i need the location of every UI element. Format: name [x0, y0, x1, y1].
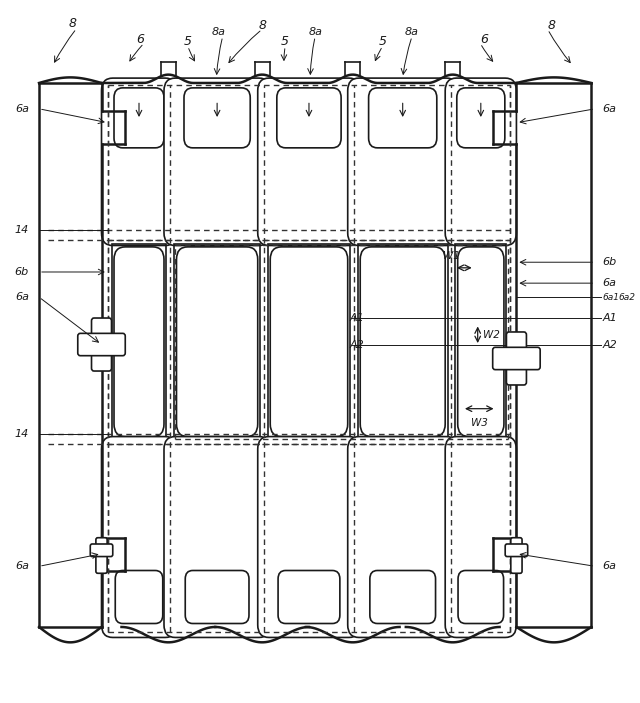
Text: 6a: 6a: [15, 561, 29, 572]
FancyBboxPatch shape: [458, 247, 504, 437]
Text: W3: W3: [470, 418, 488, 427]
FancyBboxPatch shape: [360, 247, 445, 437]
FancyBboxPatch shape: [370, 571, 436, 624]
Text: 14: 14: [15, 429, 29, 439]
Text: 6a: 6a: [603, 104, 617, 114]
Text: 14: 14: [15, 225, 29, 235]
FancyBboxPatch shape: [92, 318, 111, 371]
FancyBboxPatch shape: [506, 332, 527, 385]
FancyBboxPatch shape: [90, 544, 113, 557]
FancyBboxPatch shape: [258, 437, 360, 638]
Text: 6a: 6a: [15, 292, 29, 302]
FancyBboxPatch shape: [164, 78, 270, 245]
FancyBboxPatch shape: [115, 571, 163, 624]
FancyBboxPatch shape: [511, 538, 522, 573]
FancyBboxPatch shape: [457, 88, 505, 148]
Text: 5: 5: [379, 35, 387, 49]
Text: 8: 8: [547, 18, 556, 32]
Text: A1: A1: [603, 313, 618, 323]
FancyBboxPatch shape: [164, 437, 270, 638]
Text: W2: W2: [483, 330, 500, 340]
Text: 6a2: 6a2: [618, 292, 636, 302]
Text: 6a: 6a: [603, 278, 617, 288]
Text: 8a: 8a: [211, 27, 225, 37]
FancyBboxPatch shape: [114, 88, 164, 148]
FancyBboxPatch shape: [184, 88, 250, 148]
FancyBboxPatch shape: [445, 78, 516, 245]
Text: 6: 6: [480, 32, 488, 46]
Text: 6a1: 6a1: [603, 292, 620, 302]
Text: 5: 5: [184, 35, 192, 49]
Text: 8: 8: [68, 17, 77, 30]
FancyBboxPatch shape: [258, 78, 360, 245]
FancyBboxPatch shape: [96, 538, 107, 573]
FancyBboxPatch shape: [278, 571, 340, 624]
Text: 6: 6: [136, 32, 144, 46]
Text: 6b: 6b: [15, 267, 29, 277]
Text: A2: A2: [349, 340, 364, 349]
FancyBboxPatch shape: [493, 347, 540, 370]
Text: 6b: 6b: [603, 257, 617, 267]
Bar: [174, 244, 260, 439]
FancyBboxPatch shape: [458, 571, 504, 624]
FancyBboxPatch shape: [102, 437, 177, 638]
FancyBboxPatch shape: [270, 247, 348, 437]
Bar: [358, 244, 448, 439]
FancyBboxPatch shape: [177, 247, 258, 437]
FancyBboxPatch shape: [505, 544, 528, 557]
FancyBboxPatch shape: [348, 437, 458, 638]
Bar: [268, 244, 350, 439]
FancyBboxPatch shape: [114, 247, 164, 437]
Text: 5: 5: [281, 35, 289, 49]
Text: 8a: 8a: [405, 27, 419, 37]
FancyBboxPatch shape: [369, 88, 436, 148]
FancyBboxPatch shape: [78, 333, 125, 356]
FancyBboxPatch shape: [185, 571, 249, 624]
Text: 8a: 8a: [308, 27, 322, 37]
Text: 6a: 6a: [15, 104, 29, 114]
Text: 8: 8: [258, 18, 266, 32]
Text: A2: A2: [603, 340, 618, 349]
FancyBboxPatch shape: [277, 88, 341, 148]
Bar: [111, 244, 166, 439]
FancyBboxPatch shape: [102, 78, 177, 245]
Text: 6a: 6a: [603, 561, 617, 572]
FancyBboxPatch shape: [348, 78, 458, 245]
Bar: [455, 244, 506, 439]
FancyBboxPatch shape: [445, 437, 516, 638]
Text: W1: W1: [443, 251, 460, 261]
Text: A1: A1: [349, 313, 364, 323]
